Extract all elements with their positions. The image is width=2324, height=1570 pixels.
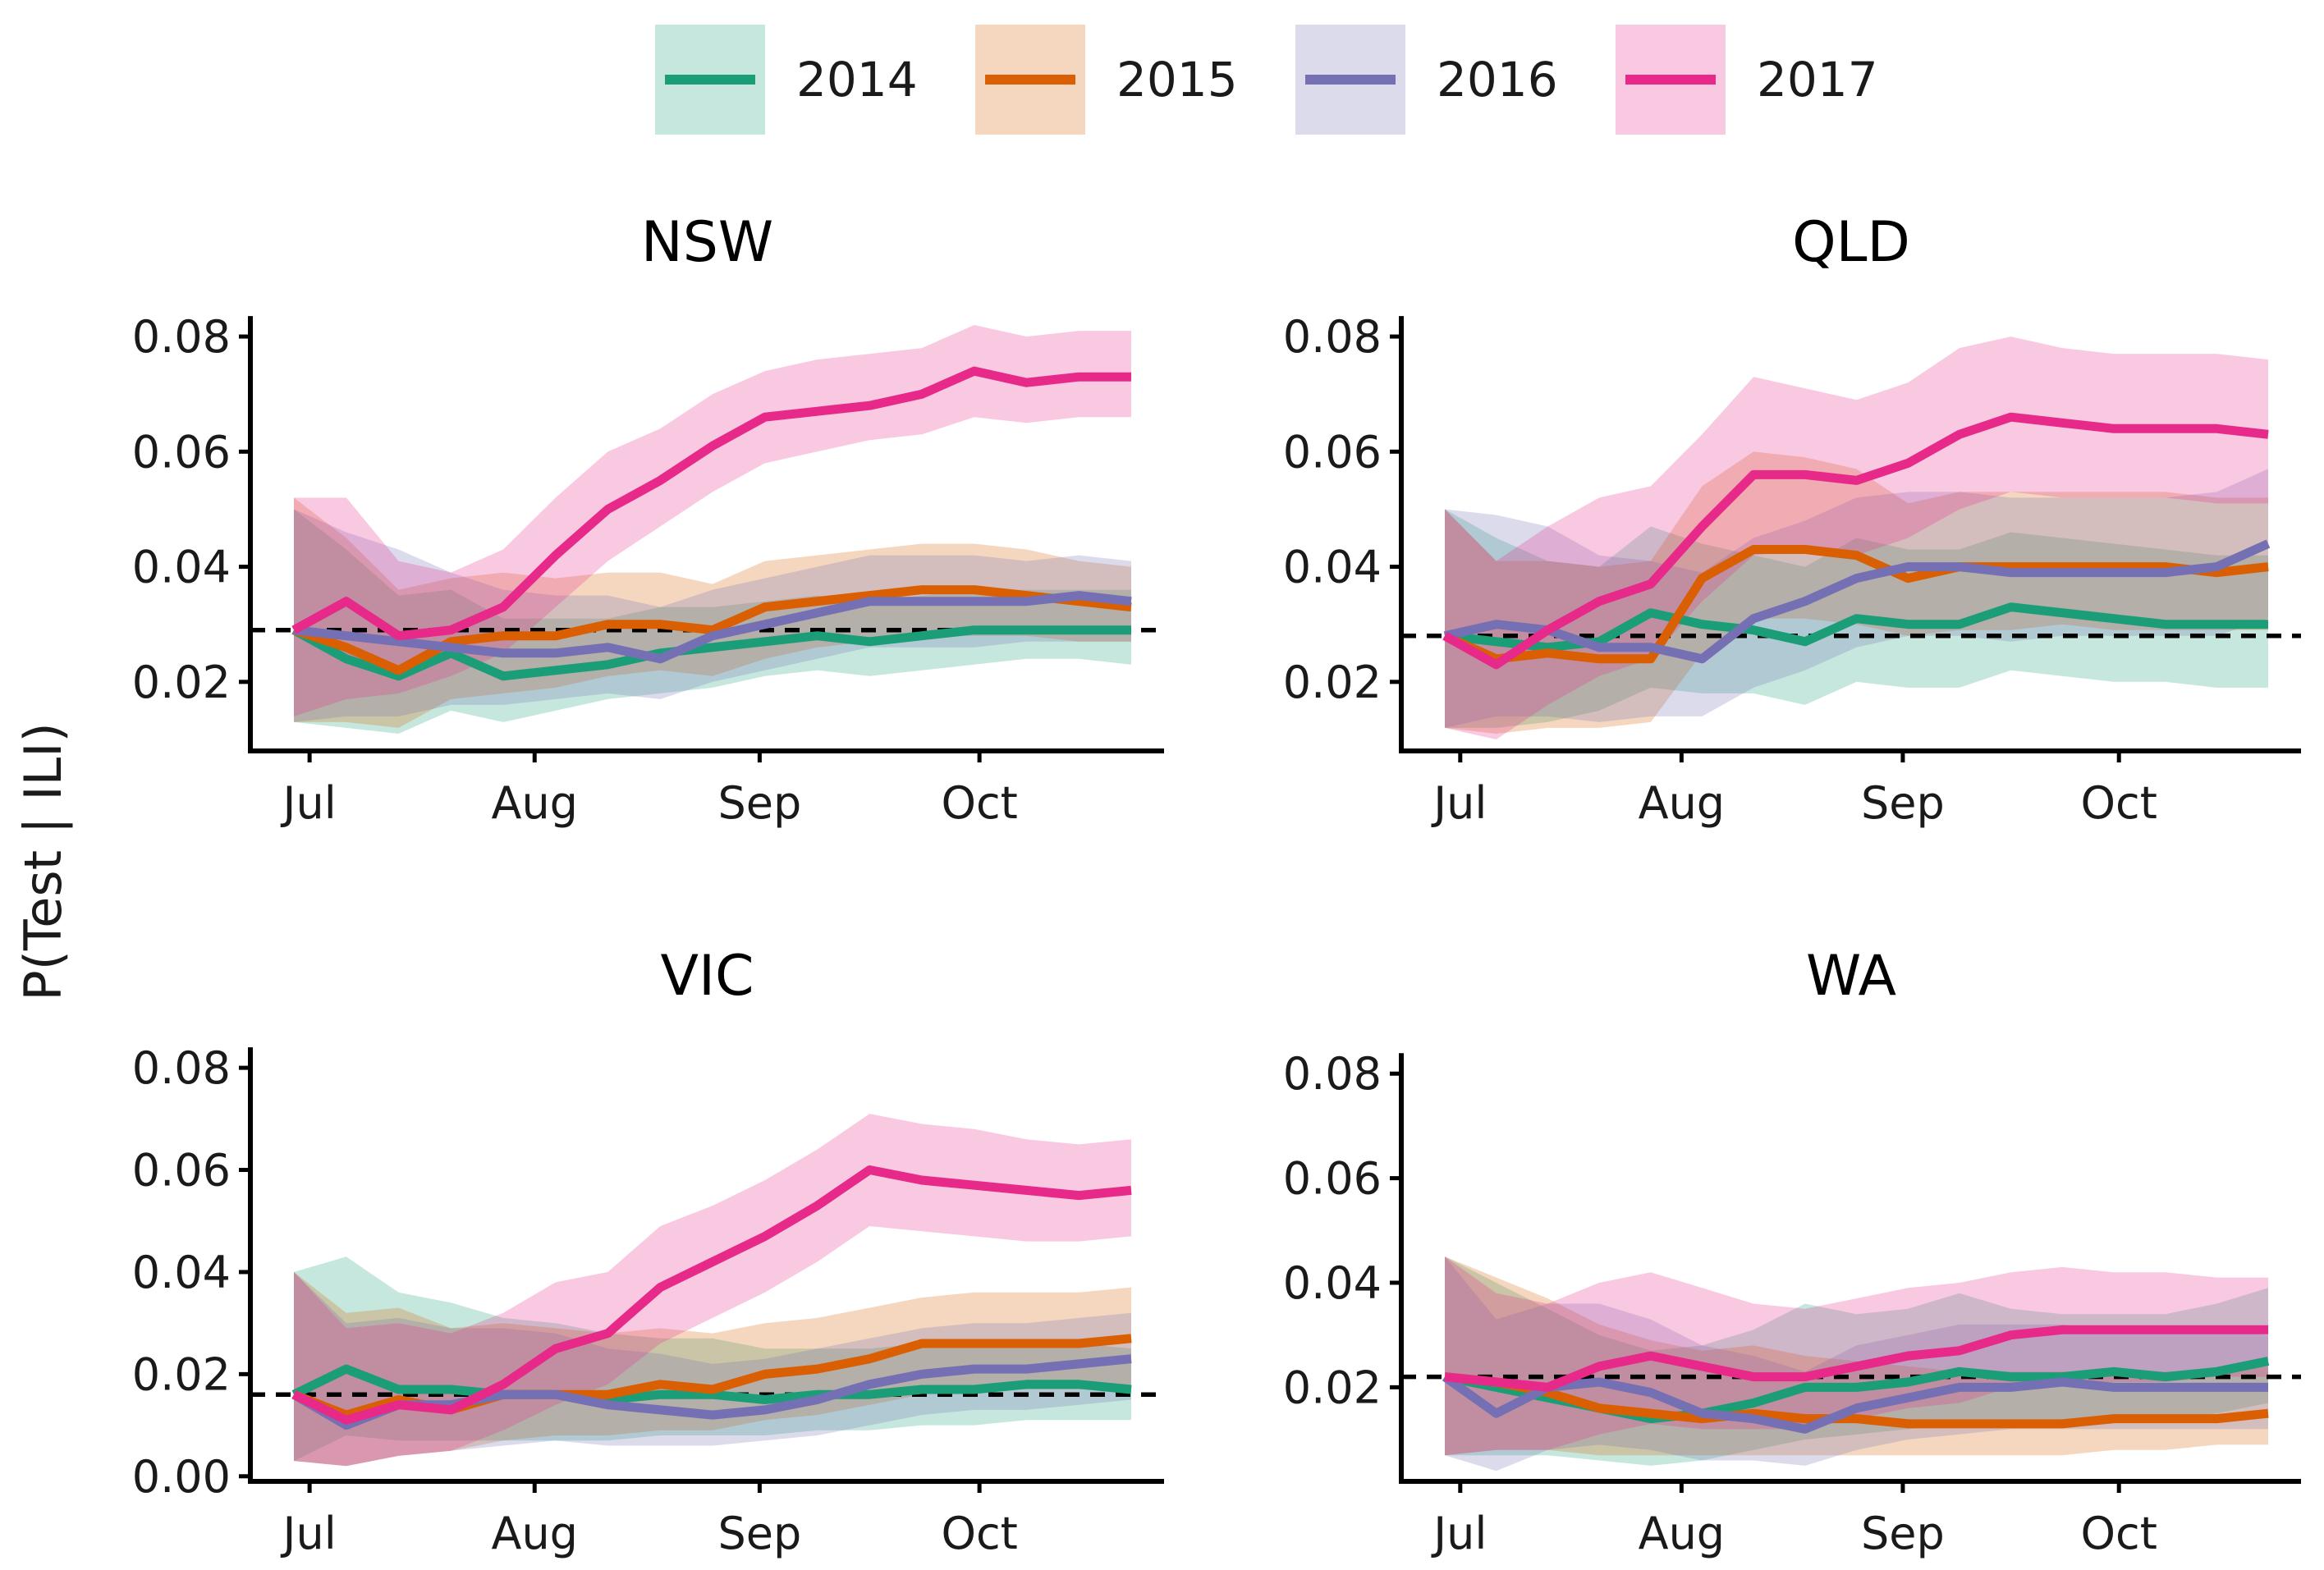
- y-tick-label-qld-0-02: 0.02: [1283, 657, 1382, 708]
- y-tick-label-vic-0-06: 0.06: [132, 1145, 231, 1197]
- legend-label-2015: 2015: [1116, 52, 1238, 108]
- series-line-nsw-2015: [292, 585, 1132, 675]
- y-tick-label-vic-0-08: 0.08: [132, 1042, 231, 1094]
- y-tick-label-qld-0-08: 0.08: [1283, 311, 1382, 363]
- ribbon-vic-2015: [294, 1271, 1131, 1467]
- series-line-qld-2015: [1442, 545, 2269, 664]
- legend-label-2014: 2014: [796, 52, 918, 108]
- ribbon-wa-2017: [1445, 1256, 2268, 1456]
- x-tick-label-qld-sep: Sep: [1861, 777, 1945, 829]
- x-tick-label-qld-oct: Oct: [2081, 777, 2157, 829]
- panel-title-nsw: NSW: [641, 210, 773, 275]
- series-line-wa-2016: [1442, 1373, 2268, 1434]
- y-tick-label-wa-0-04: 0.04: [1283, 1257, 1382, 1309]
- y-tick-label-wa-0-08: 0.08: [1283, 1048, 1382, 1100]
- x-tick-label-vic-oct: Oct: [941, 1508, 1017, 1559]
- ribbon-qld-2017: [1445, 336, 2268, 739]
- y-tick-label-nsw-0-04: 0.04: [132, 542, 231, 593]
- series-line-vic-2014: [291, 1364, 1132, 1404]
- series-line-qld-2016: [1443, 539, 2271, 664]
- x-tick-label-wa-aug: Aug: [1639, 1508, 1725, 1559]
- x-tick-label-nsw-oct: Oct: [941, 777, 1017, 829]
- series-line-nsw-2014: [291, 625, 1131, 681]
- x-tick-label-wa-oct: Oct: [2081, 1508, 2157, 1559]
- legend-item-2015: 2015: [975, 25, 1238, 135]
- x-tick-label-nsw-aug: Aug: [492, 777, 578, 829]
- panel-qld: QLD 0.02 0.04 0.06 0.08 Jul Aug Sep Oct: [1283, 210, 2301, 829]
- panel-vic: VIC 0.00 0.02 0.04 0.06 0.08 Jul Aug Sep Oct: [132, 944, 1164, 1559]
- y-tick-label-qld-0-04: 0.04: [1283, 542, 1382, 593]
- x-tick-label-vic-jul: Jul: [281, 1508, 337, 1559]
- ribbon-wa-2015: [1445, 1256, 2268, 1456]
- legend-label-2016: 2016: [1437, 52, 1558, 108]
- legend: 2014 2015 2016 2017: [655, 25, 1878, 135]
- x-tick-label-qld-aug: Aug: [1639, 777, 1725, 829]
- ribbon-nsw-2015: [294, 497, 1131, 728]
- ribbon-vic-2016: [294, 1271, 1131, 1467]
- x-tick-label-nsw-jul: Jul: [281, 777, 337, 829]
- legend-label-2017: 2017: [1757, 52, 1878, 108]
- y-tick-label-vic-0-02: 0.02: [132, 1348, 231, 1400]
- x-tick-label-wa-jul: Jul: [1431, 1508, 1487, 1559]
- y-tick-label-vic-0-04: 0.04: [132, 1247, 231, 1298]
- y-tick-label-wa-0-06: 0.06: [1283, 1153, 1382, 1205]
- panels: NSW 0.02 0.04 0.06 0.08 Jul Aug Sep Oct QLD 0.02 0.…: [132, 210, 2301, 1559]
- x-tick-label-vic-aug: Aug: [492, 1508, 578, 1559]
- series-line-nsw-2017: [291, 366, 1131, 641]
- y-tick-label-nsw-0-02: 0.02: [132, 657, 231, 708]
- y-tick-label-qld-0-06: 0.06: [1283, 426, 1382, 478]
- panel-title-vic: VIC: [660, 944, 754, 1009]
- panel-wa: WA 0.02 0.04 0.06 0.08 Jul Aug Sep Oct: [1283, 944, 2301, 1559]
- series-line-wa-2015: [1444, 1372, 2269, 1429]
- ribbon-nsw-2016: [294, 509, 1131, 722]
- x-tick-label-wa-sep: Sep: [1861, 1508, 1945, 1559]
- series-line-vic-2017: [291, 1165, 1132, 1425]
- ribbon-vic-2014: [294, 1256, 1131, 1462]
- ribbon-nsw-2017: [294, 325, 1131, 716]
- panel-nsw: NSW 0.02 0.04 0.06 0.08 Jul Aug Sep Oct: [132, 210, 1164, 829]
- y-tick-label-wa-0-02: 0.02: [1283, 1362, 1382, 1413]
- series-line-qld-2017: [1442, 412, 2269, 670]
- y-axis-label: P(Test | ILI): [13, 722, 74, 1000]
- y-tick-label-vic-0-00: 0.00: [132, 1451, 231, 1503]
- x-tick-label-vic-sep: Sep: [717, 1508, 801, 1559]
- series-line-wa-2017: [1444, 1325, 2268, 1392]
- y-tick-label-nsw-0-06: 0.06: [132, 426, 231, 478]
- y-tick-label-nsw-0-08: 0.08: [132, 311, 231, 363]
- panel-title-wa: WA: [1806, 944, 1896, 1009]
- ribbon-vic-2017: [294, 1114, 1131, 1467]
- legend-item-2014: 2014: [655, 25, 918, 135]
- legend-item-2016: 2016: [1295, 25, 1558, 135]
- legend-item-2017: 2017: [1616, 25, 1878, 135]
- x-tick-label-qld-jul: Jul: [1431, 777, 1487, 829]
- series-line-nsw-2016: [293, 591, 1132, 664]
- x-tick-label-nsw-sep: Sep: [717, 777, 801, 829]
- panel-title-qld: QLD: [1792, 210, 1910, 275]
